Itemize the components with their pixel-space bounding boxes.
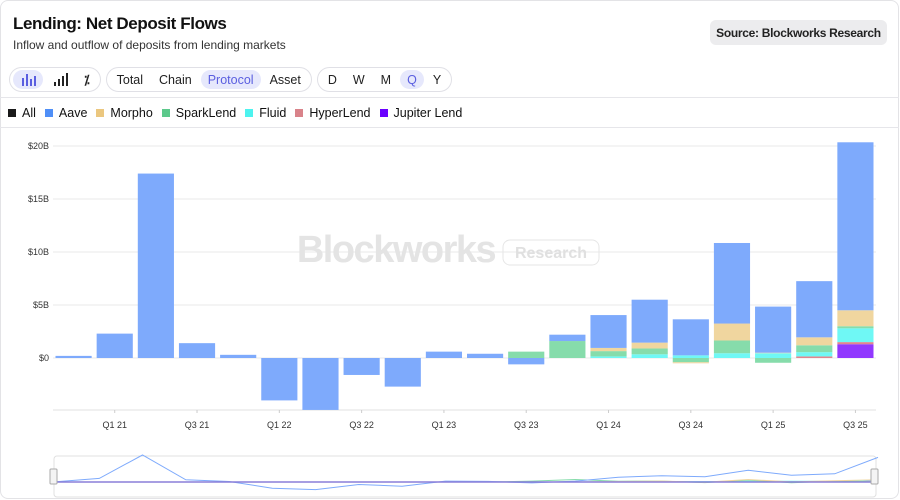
legend-swatch [161,109,170,117]
grouping-group: Total Chain Protocol Asset [105,67,312,92]
legend-swatch [44,109,53,117]
stacked-bar-button[interactable] [45,70,75,89]
chart-type-group: ⁒ [9,67,101,92]
period-y[interactable]: Y [432,72,442,87]
legend-label: Aave [58,106,88,120]
legend-label: SparkLend [175,106,237,120]
tab-total[interactable]: Total [116,72,144,87]
source-button[interactable]: Source: Blockworks Research [710,20,887,45]
legend-item-all[interactable]: All [8,106,36,120]
legend-swatch [8,109,16,117]
legend-label: All [22,106,36,120]
legend-item-jupiter-lend[interactable]: Jupiter Lend [379,106,463,120]
legend-label: HyperLend [309,106,371,120]
legend-item-sparklend[interactable]: SparkLend [161,106,237,120]
legend-item-fluid[interactable]: Fluid [245,106,286,120]
bar-chart-button[interactable] [13,70,43,89]
tab-protocol[interactable]: Protocol [200,70,261,89]
divider [0,127,899,128]
tab-asset[interactable]: Asset [269,72,301,87]
legend-swatch [295,109,304,117]
legend-item-aave[interactable]: Aave [44,106,88,120]
stacked-bar-icon [54,73,68,86]
legend-label: Fluid [259,106,287,120]
percent-icon: ⁒ [84,73,90,87]
legend-swatch [96,109,105,117]
bar-chart-icon [22,74,36,86]
legend-swatch [379,109,388,117]
legend-label: Jupiter Lend [393,106,463,120]
legend-swatch [245,109,254,117]
page-title: Lending: Net Deposit Flows [13,14,227,33]
legend: All Aave Morpho SparkLend Fluid HyperLend Jupi… [8,106,462,120]
page-subtitle: Inflow and outflow of deposits from lend… [13,38,286,52]
period-m[interactable]: M [380,72,392,87]
tab-chain[interactable]: Chain [159,72,192,87]
period-w[interactable]: W [352,72,365,87]
percent-button[interactable]: ⁒ [77,70,97,89]
legend-label: Morpho [110,106,153,120]
legend-item-hyperlend[interactable]: HyperLend [295,106,371,120]
period-d[interactable]: D [327,72,337,87]
divider [0,97,899,98]
period-q[interactable]: Q [400,70,424,89]
legend-item-morpho[interactable]: Morpho [96,106,153,120]
